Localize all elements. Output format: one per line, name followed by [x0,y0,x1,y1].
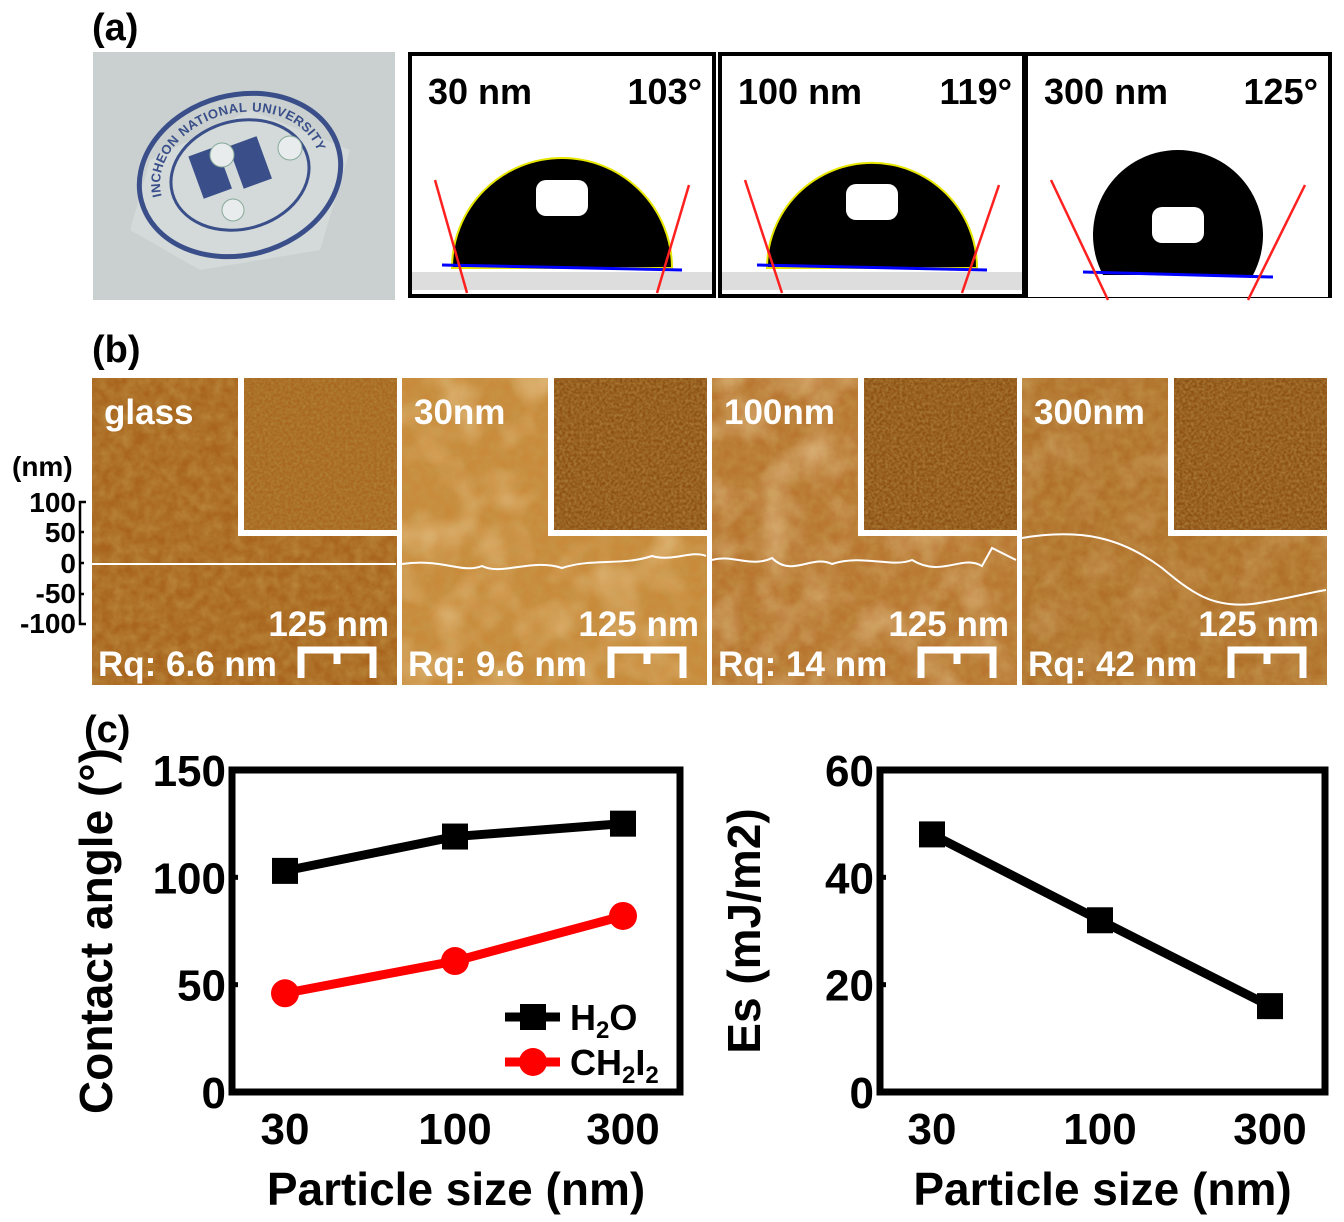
legend-label: CH2I2 [570,1042,659,1089]
x-tick-label: 30 [908,1105,957,1154]
height-tick: 0 [60,548,76,579]
data-point [441,947,469,976]
baseline [1082,270,1274,279]
tangent-line [1246,184,1307,301]
y-tick-label: 60 [825,747,874,796]
x-tick-label: 300 [586,1105,659,1154]
panel-label-b: (b) [92,329,141,371]
scale-bar [917,646,997,678]
panel-label-a: (a) [92,7,138,49]
afm-sample-label: 30nm [414,393,505,432]
scale-bar [1227,646,1307,678]
height-tick: -50 [36,578,76,609]
droplet-size-label: 30 nm [428,71,532,112]
data-point [1257,993,1283,1020]
droplet-image: 30 nm 103° [408,52,716,298]
droplet-image: 300 nm 125° [1024,52,1332,301]
scale-bar [607,646,687,678]
data-point [272,857,298,884]
rq-label: Rq: 42 nm [1028,645,1197,684]
y-tick-label: 100 [153,854,226,903]
droplet-image: 100 nm 119° [718,52,1026,298]
y-axis-label: Es (mJ/m2) [718,808,770,1053]
height-profile-line [401,553,707,571]
y-tick-label: 0 [850,1069,874,1118]
height-tick: -100 [20,608,76,639]
tangent-line [743,179,784,294]
data-point [1087,907,1113,934]
afm-sample-label: 100nm [724,393,835,432]
scale-bar-label: 125 nm [268,605,389,644]
baseline [756,263,988,272]
legend-marker-square [520,1004,546,1030]
x-tick-label: 30 [261,1105,310,1154]
plot-frame [876,766,1329,1096]
height-tick: 50 [45,517,76,548]
x-tick-label: 100 [1063,1105,1136,1154]
x-axis-label: Particle size (nm) [267,1163,645,1215]
afm-sample-label: glass [104,393,194,432]
data-point [271,979,299,1008]
rq-label: Rq: 6.6 nm [98,645,277,684]
y-tick-label: 20 [825,962,874,1011]
afm-sample-label: 300nm [1034,393,1145,432]
rq-label: Rq: 9.6 nm [408,645,587,684]
rq-label: Rq: 14 nm [718,645,887,684]
droplet-size-label: 100 nm [738,71,862,112]
height-axis-unit: (nm) [12,451,73,482]
y-tick-label: 150 [153,747,226,796]
data-point [609,901,637,930]
y-tick-label: 40 [825,854,874,903]
plot-frame [228,766,684,1096]
chart-1: 0 50 100 150 30 100 300 Particle size (nm) Conta… [70,747,684,1215]
contact-angle-label: 103° [628,71,702,112]
contact-angle-label: 119° [940,71,1012,112]
x-tick-label: 100 [418,1105,491,1154]
chart-2: 0 20 40 60 30 100 300 Particle size (nm) Es (mJ/… [718,747,1329,1215]
tangent-line [655,184,691,294]
x-axis-label: Particle size (nm) [913,1163,1291,1215]
tangent-line [1049,179,1110,301]
y-tick-label: 0 [202,1069,226,1118]
data-point [442,823,468,850]
scale-bar-label: 125 nm [888,605,1009,644]
tangent-line [433,179,469,294]
tangent-line [960,184,1001,294]
height-profile-line [1021,533,1327,606]
y-tick-label: 50 [177,962,226,1011]
droplet-size-label: 300 nm [1044,71,1168,112]
legend-marker-circle [519,1048,547,1076]
substrate-photo: INCHEON NATIONAL UNIVERSITY [93,52,395,300]
height-tick: 100 [29,487,76,518]
panel-label-c: (c) [84,709,130,751]
contact-angle-label: 125° [1244,71,1318,112]
data-point [919,821,945,848]
scale-bar-label: 125 nm [578,605,699,644]
scale-bar-label: 125 nm [1198,605,1319,644]
baseline [441,263,683,272]
data-point [610,810,636,837]
y-axis-label: Contact angle (°) [70,748,122,1114]
x-tick-label: 300 [1233,1105,1306,1154]
legend-label: H2O [570,997,637,1044]
scale-bar [297,646,377,678]
height-axis: (nm) 100 50 0 -50 -100 [12,451,86,639]
height-profile-line [711,546,1017,568]
